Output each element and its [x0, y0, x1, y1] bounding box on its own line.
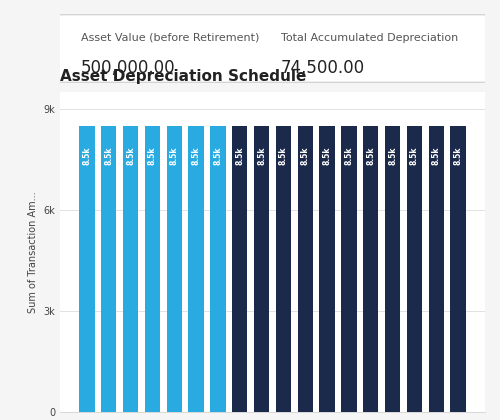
Text: Asset Value (before Retirement): Asset Value (before Retirement)	[81, 33, 260, 43]
Bar	[232, 126, 248, 412]
Bar	[450, 126, 466, 412]
Text: 8.5k: 8.5k	[148, 146, 157, 165]
Bar	[145, 126, 160, 412]
Text: 8.5k: 8.5k	[214, 146, 222, 165]
Text: 8.5k: 8.5k	[126, 146, 135, 165]
Bar	[210, 126, 226, 412]
Text: Total Accumulated Depreciation: Total Accumulated Depreciation	[281, 33, 458, 43]
Text: 8.5k: 8.5k	[192, 146, 200, 165]
Bar	[166, 126, 182, 412]
Text: 8.5k: 8.5k	[82, 146, 92, 165]
Bar	[363, 126, 378, 412]
Bar	[406, 126, 422, 412]
Bar	[80, 126, 94, 412]
Text: 8.5k: 8.5k	[257, 146, 266, 165]
Text: 8.5k: 8.5k	[322, 146, 332, 165]
Bar	[342, 126, 356, 412]
Text: 8.5k: 8.5k	[344, 146, 354, 165]
Text: 8.5k: 8.5k	[236, 146, 244, 165]
Bar	[298, 126, 313, 412]
Text: 74,500.00: 74,500.00	[281, 59, 365, 77]
Bar	[385, 126, 400, 412]
Bar	[254, 126, 269, 412]
Y-axis label: Sum of Transaction Am...: Sum of Transaction Am...	[28, 191, 38, 313]
Bar	[123, 126, 138, 412]
Text: 8.5k: 8.5k	[388, 146, 397, 165]
Bar	[188, 126, 204, 412]
Bar	[320, 126, 334, 412]
Text: 8.5k: 8.5k	[279, 146, 288, 165]
Text: 8.5k: 8.5k	[170, 146, 179, 165]
Bar	[101, 126, 116, 412]
Text: 8.5k: 8.5k	[432, 146, 440, 165]
Bar	[276, 126, 291, 412]
Text: 8.5k: 8.5k	[410, 146, 419, 165]
Text: 500,000.00: 500,000.00	[81, 59, 176, 77]
Text: Asset Depreciation Schedule: Asset Depreciation Schedule	[60, 69, 306, 84]
Text: 8.5k: 8.5k	[454, 146, 462, 165]
Text: 8.5k: 8.5k	[366, 146, 375, 165]
Text: 8.5k: 8.5k	[300, 146, 310, 165]
FancyBboxPatch shape	[56, 15, 489, 82]
Text: 8.5k: 8.5k	[104, 146, 114, 165]
Bar	[428, 126, 444, 412]
